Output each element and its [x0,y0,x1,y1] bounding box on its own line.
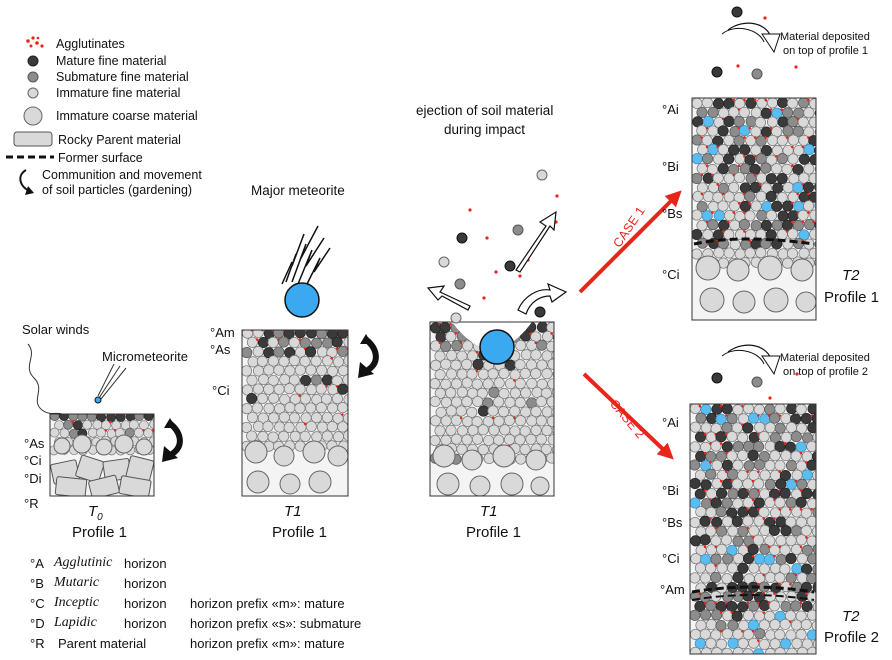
t1b-profile-name: Profile 1 [466,524,522,541]
t0-profile-name: Profile 1 [72,524,128,541]
deposit-arrow-2 [721,344,781,376]
mature-fine-icon [27,55,39,67]
case1-arrow [578,190,682,294]
horizon-t2b-am: °Am [660,582,685,597]
horizon-t2a-bi: °Bi [662,159,679,174]
key-code-r: °R [30,636,45,651]
deposit2-label-2: on top of profile 2 [783,366,869,378]
deposit1-label-1: Material deposited [780,31,870,43]
major-meteorite-label: Major meteorite [251,183,345,198]
former-surface-line-3 [691,594,815,601]
horizon-t2b-bi: °Bi [662,483,679,498]
t2a-profile-name: Profile 1 [824,289,880,306]
t1a-profile-name: Profile 1 [272,524,328,541]
t2b-profile-name: Profile 2 [824,629,880,646]
horizon-t0-as: °As [24,436,45,451]
legend-mature-fine: Mature fine material [56,54,167,68]
submature-fine-icon [27,71,39,83]
horizon-t1a-ci: °Ci [212,383,230,398]
profile-t1-a [241,329,349,497]
legend-gardening-2: of soil particles (gardening) [42,183,193,197]
micrometeorite-label: Micrometeorite [102,349,188,364]
key-code-c: °C [30,596,45,611]
deposit2-label-1: Material deposited [780,352,870,364]
former-surface-line-1 [693,237,815,246]
gardening-arrow-t1 [358,334,379,378]
horizon-t2b-ai: °Ai [662,415,679,430]
legend-submature-fine: Submature fine material [56,70,189,84]
profile-t2-1 [691,97,817,321]
legend-icons [6,36,54,195]
horizon-t2b-ci: °Ci [662,551,680,566]
deposit1-label-2: on top of profile 1 [783,45,869,57]
legend-immature-fine: Immature fine material [56,86,181,100]
ejection-label-2: during impact [444,122,526,137]
horizon-t1a-am: °Am [210,325,235,340]
major-meteorite [281,225,331,318]
profile-t2-2 [689,403,817,655]
rocky-blocks [50,454,154,496]
falling-particles-1 [711,6,798,80]
agglutinates-icon [26,36,44,48]
deposit-arrow-1 [721,22,781,54]
immature-fine-icon [27,87,39,99]
t2a-time: T2 [842,267,860,284]
t1a-time: T1 [284,503,302,520]
key-word-a: horizon [124,556,167,571]
former-surface-line-2 [691,585,815,594]
legend-immature-coarse: Immature coarse material [56,109,198,123]
impact-meteorite-icon [479,329,515,365]
ejection-label-1: ejection of soil material [416,103,554,118]
horizon-t2a-ci: °Ci [662,267,680,282]
horizon-t2b-bs: °Bs [662,515,683,530]
ejection-arrows [426,210,568,315]
legend-gardening-1: Communition and movement [42,168,202,182]
legend-agglutinates: Agglutinates [56,37,125,51]
key-word-d: horizon [124,616,167,631]
key-code-d: °D [30,616,45,631]
prefix-note-3: horizon prefix «m»: mature [190,636,345,651]
key-name-a: Agglutinic [54,555,113,570]
solar-wind-line [27,343,63,415]
meteorite-icon [284,282,320,318]
horizon-t0-di: °Di [24,471,42,486]
key-name-r: Parent material [58,636,147,651]
solar-winds-label: Solar winds [22,322,90,337]
prefix-note-1: horizon prefix «m»: mature [190,596,345,611]
falling-particles-2 [711,372,799,400]
key-code-b: °B [30,576,44,591]
key-word-b: horizon [124,576,167,591]
horizon-t0-ci: °Ci [24,453,42,468]
profile-t0 [49,413,155,497]
t1b-time: T1 [480,503,498,520]
gardening-arrow-t0 [162,418,183,462]
t0-time: T0 [88,503,103,523]
legend-rocky-parent: Rocky Parent material [58,133,181,147]
key-name-c: Inceptic [54,595,100,610]
rocky-parent-icon [13,131,53,147]
micrometeorite-icon [94,396,102,404]
key-name-b: Mutaric [54,575,100,590]
horizon-t2a-bs: °Bs [662,206,683,221]
horizon-t2a-ai: °Ai [662,102,679,117]
key-name-d: Lapidic [54,615,97,630]
profile-t1-b [429,321,555,497]
horizon-t1a-as: °As [210,342,231,357]
immature-coarse-icon [23,106,43,126]
key-word-c: horizon [124,596,167,611]
legend-former-surface: Former surface [58,151,143,165]
horizon-t0-r: °R [24,496,39,511]
t2b-time: T2 [842,608,860,625]
case2-arrow [582,372,674,460]
key-code-a: °A [30,556,44,571]
micrometeorite-trail [97,363,127,400]
prefix-note-2: horizon prefix «s»: submature [190,616,362,631]
ejected-particles [438,169,559,324]
